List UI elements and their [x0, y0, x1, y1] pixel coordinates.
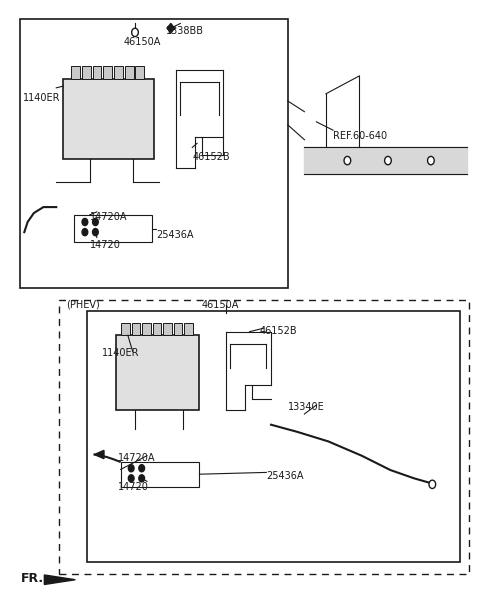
Text: 46152B: 46152B — [259, 326, 297, 335]
Bar — [132, 323, 140, 335]
Circle shape — [128, 475, 134, 482]
Polygon shape — [304, 147, 467, 174]
Bar — [163, 323, 172, 335]
Text: FR.: FR. — [21, 572, 44, 585]
Polygon shape — [167, 23, 175, 33]
Bar — [120, 462, 199, 488]
Bar — [71, 66, 80, 79]
Circle shape — [82, 229, 88, 235]
Circle shape — [344, 156, 351, 165]
Text: 25436A: 25436A — [156, 230, 194, 240]
Bar — [135, 66, 144, 79]
Polygon shape — [44, 575, 75, 585]
Text: 14720A: 14720A — [90, 212, 127, 222]
Circle shape — [139, 465, 144, 472]
Circle shape — [93, 219, 98, 226]
Circle shape — [132, 28, 138, 37]
Circle shape — [384, 156, 391, 165]
Bar — [63, 79, 154, 159]
Text: (PHEV): (PHEV) — [66, 300, 99, 310]
Text: 13340E: 13340E — [288, 402, 324, 412]
Text: REF.60-640: REF.60-640 — [333, 131, 387, 141]
Polygon shape — [95, 450, 104, 459]
Bar — [74, 215, 152, 241]
Bar — [116, 335, 199, 410]
Text: 46152B: 46152B — [192, 152, 230, 162]
Circle shape — [82, 219, 88, 226]
Bar — [82, 66, 91, 79]
Bar — [59, 300, 469, 574]
Text: 46150A: 46150A — [123, 37, 160, 47]
Text: 1338BB: 1338BB — [166, 26, 204, 37]
Bar — [125, 66, 133, 79]
Text: 14720A: 14720A — [118, 453, 156, 463]
Bar — [174, 323, 182, 335]
Bar — [114, 66, 122, 79]
Bar — [184, 323, 193, 335]
Text: 14720: 14720 — [90, 240, 120, 250]
Bar — [121, 323, 130, 335]
Bar — [142, 323, 151, 335]
Bar — [87, 311, 459, 562]
Text: 14720: 14720 — [118, 482, 149, 492]
Bar — [153, 323, 161, 335]
Circle shape — [128, 465, 134, 472]
Text: 1140ER: 1140ER — [24, 93, 61, 102]
Text: 25436A: 25436A — [266, 471, 304, 481]
Bar — [21, 19, 288, 288]
Circle shape — [93, 229, 98, 235]
Bar — [93, 66, 101, 79]
Circle shape — [139, 475, 144, 482]
Text: 1140ER: 1140ER — [102, 349, 139, 358]
Text: 46150A: 46150A — [202, 300, 239, 310]
Circle shape — [428, 156, 434, 165]
Circle shape — [429, 480, 436, 489]
Bar — [103, 66, 112, 79]
